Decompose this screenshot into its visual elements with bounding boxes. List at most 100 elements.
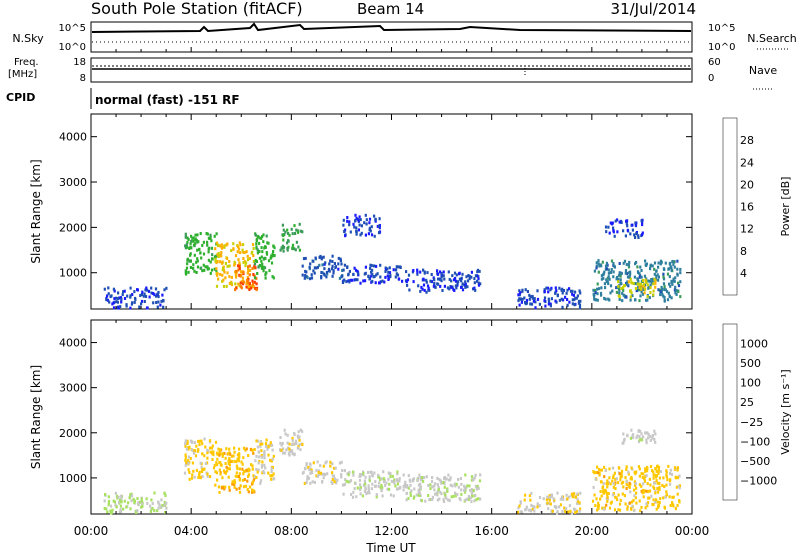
data-cell bbox=[131, 293, 134, 296]
data-cell bbox=[325, 460, 328, 464]
data-cell bbox=[221, 476, 224, 480]
data-cell bbox=[238, 453, 241, 457]
data-cell bbox=[128, 496, 131, 500]
data-cell bbox=[627, 284, 630, 288]
data-cell bbox=[235, 286, 238, 290]
data-cell bbox=[604, 297, 607, 301]
data-cell bbox=[213, 255, 217, 259]
data-cell bbox=[450, 495, 453, 499]
data-cell bbox=[385, 481, 388, 485]
data-cell bbox=[265, 271, 268, 275]
data-cell bbox=[610, 268, 613, 271]
data-cell bbox=[519, 500, 522, 504]
data-cell bbox=[246, 258, 250, 262]
data-cell bbox=[646, 469, 649, 473]
data-cell bbox=[140, 302, 143, 306]
data-cell bbox=[579, 507, 582, 511]
data-cell bbox=[626, 224, 629, 228]
data-cell bbox=[659, 290, 662, 294]
data-cell bbox=[331, 254, 334, 258]
data-cell bbox=[184, 439, 187, 443]
data-cell bbox=[373, 234, 376, 238]
data-cell bbox=[524, 493, 527, 497]
data-cell bbox=[617, 287, 620, 291]
data-cell bbox=[629, 295, 632, 299]
data-cell bbox=[268, 269, 271, 273]
data-cell bbox=[251, 464, 254, 468]
data-cell bbox=[675, 485, 678, 489]
data-cell bbox=[433, 283, 436, 287]
data-cell bbox=[112, 287, 115, 291]
data-cell bbox=[640, 275, 643, 279]
data-cell bbox=[608, 298, 611, 302]
data-cell bbox=[347, 273, 350, 277]
data-cell bbox=[421, 476, 424, 479]
data-cell bbox=[670, 473, 673, 476]
data-cell bbox=[386, 267, 389, 271]
data-cell bbox=[252, 451, 255, 455]
data-cell bbox=[195, 444, 198, 448]
data-cell bbox=[367, 488, 370, 492]
data-cell bbox=[188, 477, 191, 481]
data-cell bbox=[634, 472, 637, 476]
data-cell bbox=[656, 481, 659, 485]
data-cell bbox=[255, 288, 258, 292]
data-cell bbox=[379, 275, 382, 279]
data-cell bbox=[384, 275, 387, 279]
data-cell bbox=[269, 458, 272, 462]
data-cell bbox=[228, 456, 231, 460]
data-cell bbox=[215, 241, 219, 245]
data-cell bbox=[202, 467, 205, 471]
data-cell bbox=[285, 448, 288, 452]
data-cell bbox=[603, 282, 606, 286]
data-cell bbox=[197, 449, 200, 453]
data-cell bbox=[378, 281, 381, 285]
data-cell bbox=[671, 260, 674, 263]
data-cell bbox=[234, 282, 237, 286]
data-cell bbox=[191, 461, 194, 465]
data-cell bbox=[352, 490, 355, 494]
data-cell bbox=[477, 275, 480, 279]
data-cell bbox=[364, 482, 367, 486]
data-cell bbox=[154, 287, 158, 291]
data-cell bbox=[646, 501, 650, 505]
data-cell bbox=[235, 269, 238, 273]
data-cell bbox=[524, 302, 527, 306]
data-cell bbox=[252, 247, 255, 250]
data-cell bbox=[209, 260, 212, 264]
data-cell bbox=[195, 260, 198, 264]
data-cell bbox=[547, 507, 550, 511]
data-cell bbox=[215, 284, 219, 288]
data-cell bbox=[597, 259, 600, 263]
data-cell bbox=[533, 505, 536, 509]
data-cell bbox=[595, 261, 598, 265]
data-cell bbox=[190, 476, 194, 480]
data-cell bbox=[577, 299, 581, 303]
data-cell bbox=[637, 234, 640, 238]
data-cell bbox=[607, 492, 610, 495]
data-cell bbox=[611, 466, 615, 470]
data-cell bbox=[647, 286, 650, 290]
data-cell bbox=[253, 262, 257, 266]
data-cell bbox=[624, 502, 627, 506]
data-cell bbox=[245, 468, 248, 472]
data-cell bbox=[152, 301, 155, 305]
data-cell bbox=[252, 254, 255, 258]
data-cell bbox=[473, 476, 476, 480]
data-cell bbox=[326, 472, 329, 476]
data-cell bbox=[602, 507, 605, 511]
data-cell bbox=[517, 293, 520, 297]
data-cell bbox=[392, 268, 395, 272]
data-cell bbox=[293, 442, 296, 446]
data-cell bbox=[378, 481, 381, 485]
data-cell bbox=[396, 273, 400, 277]
data-cell bbox=[654, 432, 657, 436]
data-cell bbox=[606, 276, 609, 280]
data-cell bbox=[298, 222, 301, 226]
data-cell bbox=[343, 482, 347, 486]
cpid-label: CPID bbox=[6, 91, 35, 104]
data-cell bbox=[354, 482, 357, 486]
data-cell bbox=[263, 463, 266, 467]
data-cell bbox=[234, 254, 238, 258]
data-cell bbox=[321, 480, 324, 483]
